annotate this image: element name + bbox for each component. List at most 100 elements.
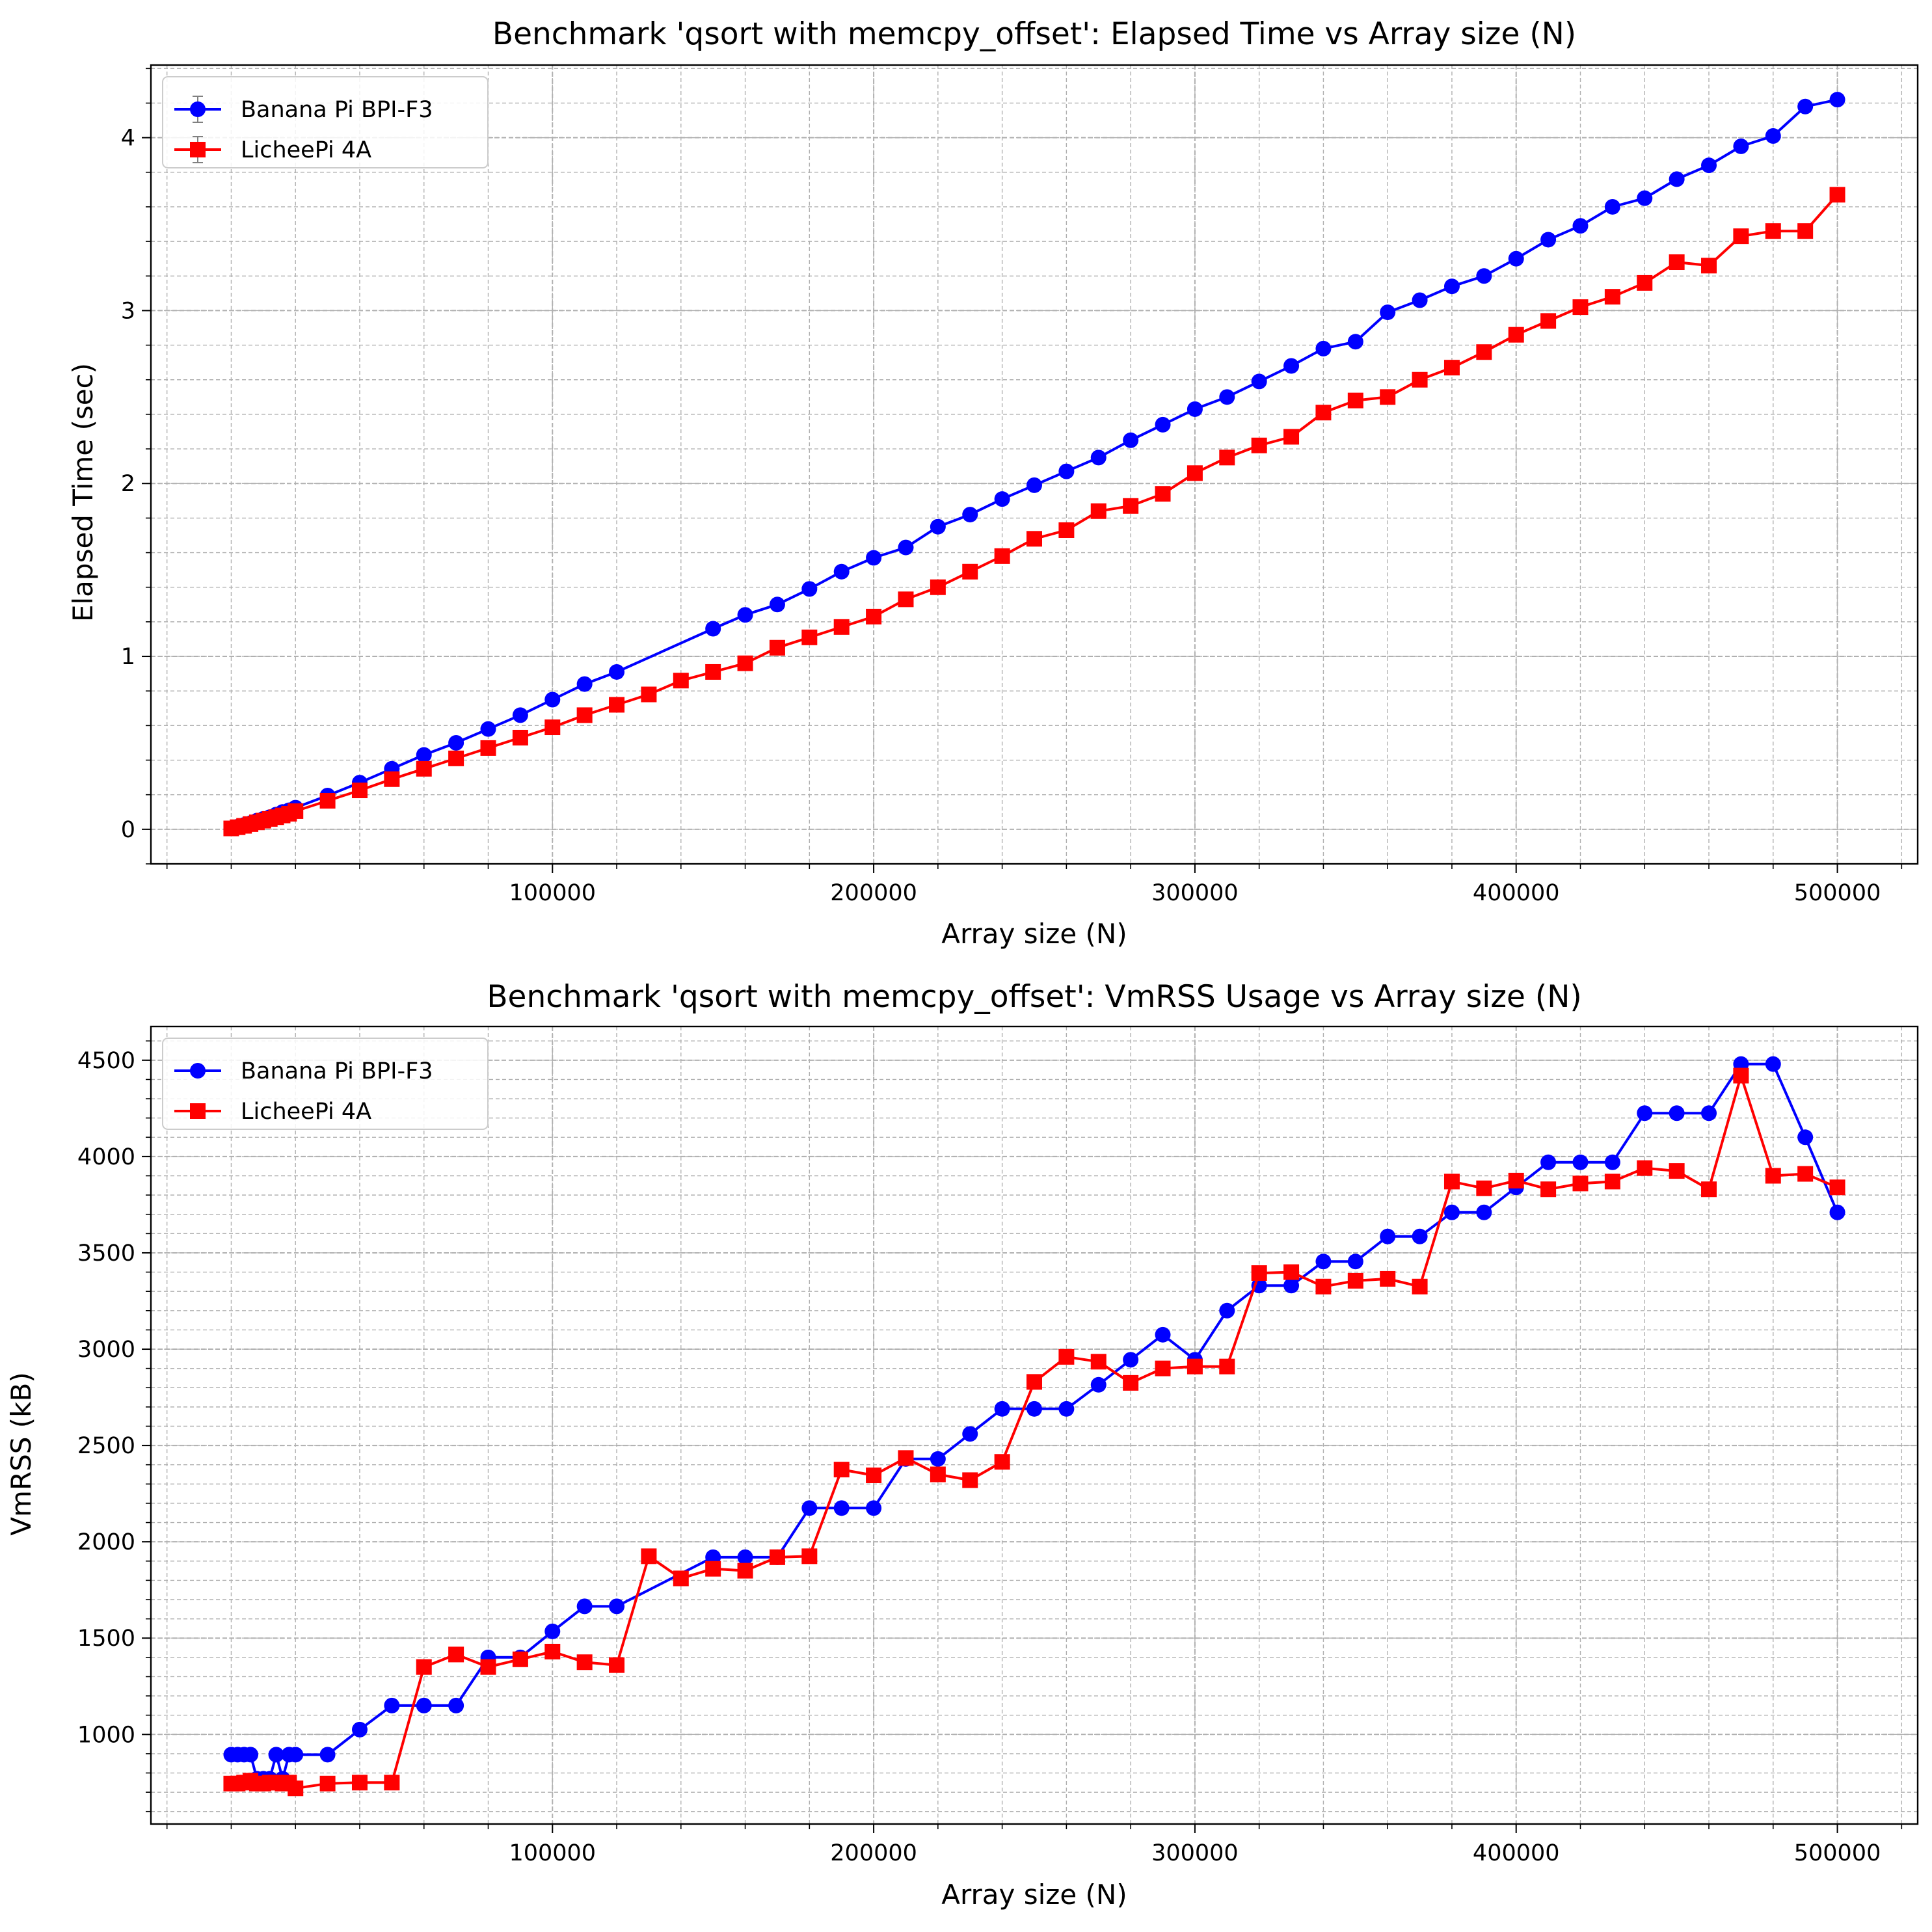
elapsed-series-banana-pi-point: [609, 664, 625, 680]
vmrss-series-banana-pi-point: [351, 1721, 368, 1737]
vmrss-series-licheepi-point: [1669, 1163, 1685, 1179]
elapsed-series-banana-pi-point: [1090, 449, 1107, 466]
vmrss-x-tick-label: 500000: [1794, 1840, 1881, 1866]
vmrss-legend-entry-banana-pi-marker: [190, 1063, 206, 1079]
elapsed-series-licheepi-point: [1829, 187, 1845, 203]
elapsed-series-licheepi-point: [962, 563, 978, 580]
elapsed-y-tick-label: 3: [121, 298, 135, 324]
vmrss-series-banana-pi-point: [1058, 1401, 1075, 1417]
elapsed-series-banana-pi-point: [1315, 340, 1332, 356]
vmrss-series-banana-pi-point: [1155, 1326, 1171, 1343]
elapsed-series-licheepi-point: [448, 750, 464, 766]
vmrss-series-licheepi-point: [641, 1548, 657, 1564]
vmrss-series-banana-pi-point: [962, 1426, 978, 1442]
elapsed-series-licheepi-point: [898, 591, 914, 608]
elapsed-series-licheepi-point: [1572, 299, 1589, 315]
vmrss-series-licheepi-point: [1155, 1360, 1171, 1376]
vmrss-series-licheepi-point: [1315, 1278, 1332, 1295]
vmrss-series-banana-pi-point: [930, 1451, 946, 1467]
vmrss-series-banana-pi-point: [268, 1747, 284, 1763]
elapsed-series-banana-pi-point: [930, 518, 946, 535]
vmrss-series-licheepi-point: [1476, 1180, 1492, 1196]
elapsed-legend: Banana Pi BPI-F3 LicheePi 4A: [162, 76, 489, 168]
elapsed-y-tick-label: 0: [121, 817, 135, 843]
elapsed-series-licheepi-point: [1026, 531, 1042, 547]
vmrss-series-banana-pi-point: [1315, 1254, 1332, 1270]
elapsed-series-banana-pi-point: [1476, 268, 1492, 284]
elapsed-series-licheepi-point: [1669, 254, 1685, 271]
elapsed-series-licheepi-point: [833, 619, 850, 635]
elapsed-series-banana-pi-point: [1219, 389, 1235, 405]
elapsed-series-banana-pi-point: [1380, 304, 1396, 321]
vmrss-series-banana-pi-point: [1637, 1105, 1653, 1121]
elapsed-series-licheepi-point: [1058, 522, 1075, 539]
elapsed-series-licheepi-point: [1155, 486, 1171, 502]
vmrss-y-tick-label: 3500: [77, 1241, 135, 1267]
vmrss-series-licheepi-point: [737, 1563, 753, 1579]
elapsed-series-banana-pi-point: [1508, 250, 1524, 267]
elapsed-series-licheepi-point: [994, 548, 1010, 564]
vmrss-y-axis-label: VmRSS (kB): [5, 1372, 37, 1535]
vmrss-series-licheepi-point: [866, 1467, 882, 1483]
vmrss-series-banana-pi-point: [416, 1697, 432, 1713]
vmrss-series-licheepi-point: [930, 1466, 946, 1483]
elapsed-series-licheepi-point: [1347, 392, 1363, 409]
vmrss-y-tick-label: 4000: [77, 1144, 135, 1170]
vmrss-series-licheepi-point: [1765, 1168, 1781, 1184]
elapsed-series-licheepi-point: [1187, 465, 1203, 481]
vmrss-series-licheepi-point: [416, 1659, 432, 1675]
elapsed-series-licheepi-line: [231, 194, 1838, 830]
elapsed-grid: [151, 65, 1918, 864]
elapsed-series-licheepi-point: [673, 673, 689, 689]
elapsed-series-banana-pi-point: [1283, 358, 1300, 374]
vmrss-series-licheepi-point: [1508, 1172, 1524, 1188]
vmrss-legend-box: [162, 1038, 489, 1130]
elapsed-series-banana-pi-point: [833, 563, 850, 580]
elapsed-time-x-axis-label: Array size (N): [941, 918, 1127, 950]
elapsed-x-tick-label: 300000: [1151, 880, 1239, 906]
vmrss-series-licheepi-point: [705, 1561, 721, 1577]
elapsed-series-banana-pi-point: [737, 607, 753, 623]
vmrss-series-banana-pi-point: [1604, 1154, 1620, 1170]
vmrss-series-banana-pi-point: [1443, 1204, 1460, 1220]
elapsed-series-banana-pi-point: [1026, 477, 1042, 493]
vmrss-series-licheepi-point: [351, 1775, 368, 1791]
vmrss-y-tick-label: 1500: [77, 1626, 135, 1652]
elapsed-series-licheepi-point: [1701, 258, 1717, 274]
vmrss-series-licheepi-point: [1187, 1358, 1203, 1375]
elapsed-series-licheepi-point: [576, 707, 593, 723]
elapsed-ticks: 100000 200000 300000 400000 500000 0 1 2 3 4: [121, 68, 1903, 906]
elapsed-series-licheepi-point: [1090, 503, 1107, 519]
vmrss-x-tick-label: 100000: [509, 1840, 596, 1866]
vmrss-chart-title: Benchmark 'qsort with memcpy_offset': Vm…: [487, 979, 1581, 1015]
elapsed-series-licheepi-point: [1765, 223, 1781, 239]
elapsed-legend-box: [162, 76, 489, 168]
elapsed-series-licheepi-point: [1315, 405, 1332, 421]
elapsed-series-licheepi-point: [544, 719, 561, 736]
elapsed-legend-entry-banana-pi-label: Banana Pi BPI-F3: [241, 97, 433, 123]
elapsed-legend-entry-licheepi-marker: [190, 142, 206, 157]
elapsed-series-licheepi-point: [1637, 275, 1653, 291]
elapsed-series-banana-pi-point: [994, 491, 1010, 507]
vmrss-y-tick-label: 3000: [77, 1337, 135, 1363]
vmrss-series-licheepi-point: [1123, 1375, 1139, 1391]
elapsed-series-banana-pi-point: [1572, 218, 1589, 234]
elapsed-series-licheepi-point: [1733, 228, 1749, 245]
vmrss-series-banana-pi-point: [384, 1697, 400, 1713]
elapsed-series-licheepi-point: [1443, 360, 1460, 376]
vmrss-legend-entry-banana-pi-label: Banana Pi BPI-F3: [241, 1058, 433, 1084]
elapsed-series-banana-pi-point: [1123, 432, 1139, 448]
vmrss-series-banana-pi-point: [288, 1747, 304, 1763]
vmrss-series-licheepi-point: [1347, 1272, 1363, 1289]
elapsed-plot-frame: [150, 64, 1919, 865]
elapsed-series-licheepi-point: [705, 664, 721, 680]
elapsed-series-banana-pi-point: [1187, 401, 1203, 417]
vmrss-series-banana-pi-point: [1701, 1105, 1717, 1121]
vmrss-series-licheepi-point: [319, 1775, 336, 1791]
elapsed-series-licheepi-point: [609, 697, 625, 713]
vmrss-x-tick-label: 200000: [830, 1840, 917, 1866]
vmrss-legend-entry-licheepi-label: LicheePi 4A: [241, 1099, 371, 1125]
elapsed-series-banana-pi-point: [1155, 416, 1171, 433]
vmrss-series-licheepi-point: [576, 1654, 593, 1670]
vmrss-series-banana-pi-point: [1572, 1154, 1589, 1170]
